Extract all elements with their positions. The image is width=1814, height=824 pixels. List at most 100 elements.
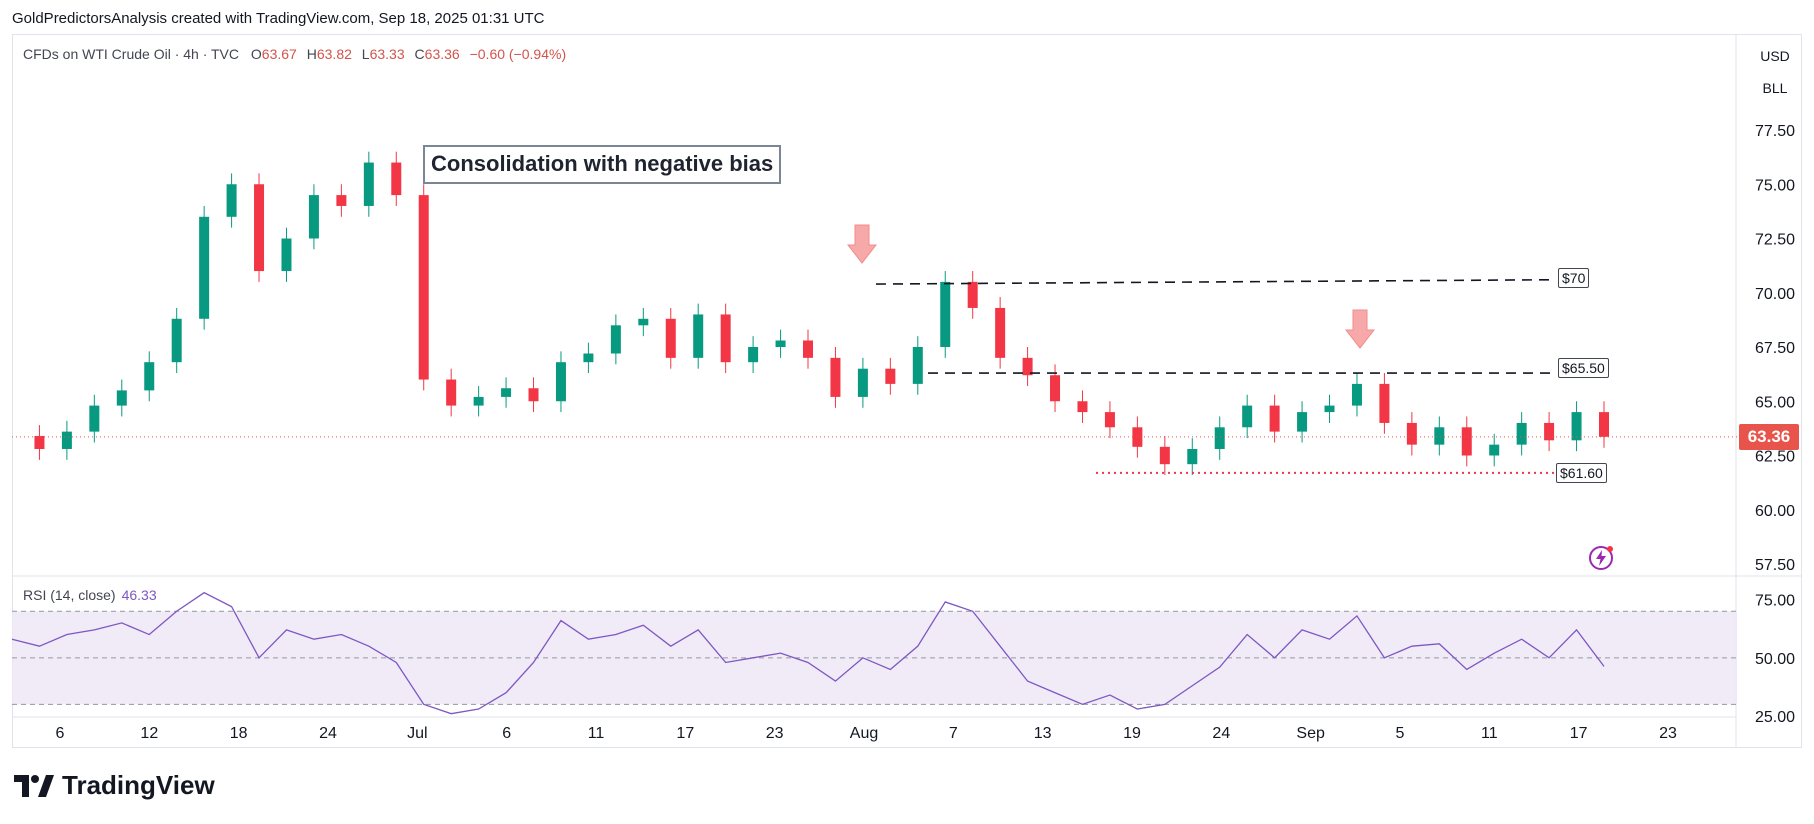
currency-unit[interactable]: USD xyxy=(1760,48,1790,64)
time-axis-tick: 19 xyxy=(1123,725,1141,742)
candle-body xyxy=(281,238,292,272)
candle-body xyxy=(1406,422,1417,445)
time-axis-tick: Aug xyxy=(850,725,878,742)
level-label-6160[interactable]: $61.60 xyxy=(1556,463,1607,483)
candle-body xyxy=(583,353,594,363)
candle-body xyxy=(391,162,402,196)
level-label-6550[interactable]: $65.50 xyxy=(1558,358,1609,378)
candle-body xyxy=(89,405,100,432)
candle-body xyxy=(940,281,951,347)
level-label-70[interactable]: $70 xyxy=(1558,268,1590,288)
time-axis-tick: 11 xyxy=(588,725,605,742)
symbol-label[interactable]: CFDs on WTI Crude Oil · 4h · TVC xyxy=(23,46,240,62)
rsi-band xyxy=(12,611,1737,705)
time-axis-tick: 11 xyxy=(1481,725,1498,742)
chart-frame[interactable] xyxy=(12,34,1802,748)
candle-body xyxy=(1599,412,1609,437)
candle-body xyxy=(418,195,429,380)
rsi-axis-tick: 50.00 xyxy=(1755,651,1795,668)
candle-body xyxy=(995,307,1006,358)
candle-body xyxy=(116,390,127,406)
candle-body xyxy=(34,435,45,449)
candle-body xyxy=(610,325,621,354)
candle-body xyxy=(1050,375,1061,402)
down-arrow-icon xyxy=(846,224,878,264)
candle-body xyxy=(1214,427,1225,449)
rsi-axis-tick: 75.00 xyxy=(1755,593,1795,610)
candle-body xyxy=(336,195,347,206)
tradingview-mark-icon xyxy=(14,774,54,797)
price-axis-tick: 70.00 xyxy=(1755,286,1795,303)
candle-body xyxy=(1571,412,1582,441)
candle-body xyxy=(748,347,759,363)
time-axis-tick: 13 xyxy=(1034,725,1052,742)
candle-body xyxy=(830,357,841,397)
candle-body xyxy=(501,388,512,397)
candle-body xyxy=(1269,405,1280,432)
time-axis-tick: 7 xyxy=(949,725,958,742)
candle-body xyxy=(1159,446,1170,465)
last-price-tag: 63.36 xyxy=(1739,424,1799,450)
attribution-text: GoldPredictorsAnalysis created with Trad… xyxy=(12,10,545,27)
high-value: 63.82 xyxy=(316,46,352,62)
candle-body xyxy=(1022,357,1033,376)
resistance-line-70 xyxy=(875,278,1556,285)
candle-body xyxy=(226,184,237,217)
price-axis-tick: 60.00 xyxy=(1755,503,1795,520)
candle-body xyxy=(473,396,484,406)
candle-body xyxy=(363,162,374,206)
time-axis-tick: 23 xyxy=(1659,725,1677,742)
currency-selector[interactable]: USD BLL xyxy=(1750,40,1800,104)
candle-body xyxy=(144,362,155,391)
lightning-icon[interactable] xyxy=(1588,545,1614,571)
candle-body xyxy=(1489,444,1500,456)
candle-body xyxy=(1324,405,1335,413)
time-axis-tick: 24 xyxy=(1212,725,1230,742)
ohlc-legend: CFDs on WTI Crude Oil · 4h · TVC O63.67 … xyxy=(23,46,566,62)
candle-body xyxy=(912,347,923,384)
low-key: L xyxy=(361,46,370,62)
close-key: C xyxy=(414,46,425,62)
candle-body xyxy=(720,314,731,363)
time-axis-tick: Sep xyxy=(1296,725,1325,742)
rsi-title[interactable]: RSI (14, close) xyxy=(23,587,116,603)
rsi-value: 46.33 xyxy=(121,587,157,603)
price-axis-tick: 77.50 xyxy=(1755,123,1795,140)
candle-body xyxy=(199,216,210,319)
price-axis-tick: 65.00 xyxy=(1755,394,1795,411)
price-axis-tick: 67.50 xyxy=(1755,340,1795,357)
candle-body xyxy=(1132,427,1143,447)
candle-body xyxy=(857,368,868,397)
candle-body xyxy=(967,281,978,308)
currency-measure[interactable]: BLL xyxy=(1762,80,1788,96)
rsi-legend: RSI (14, close) 46.33 xyxy=(23,587,157,603)
high-key: H xyxy=(306,46,317,62)
candle-body xyxy=(1297,412,1308,432)
time-axis-tick: 6 xyxy=(56,725,65,742)
candle-body xyxy=(1461,427,1472,456)
candle-body xyxy=(803,340,813,358)
annotation-text-box[interactable]: Consolidation with negative bias xyxy=(423,145,782,184)
time-axis-tick: Jul xyxy=(407,725,427,742)
tradingview-logo[interactable]: TradingView xyxy=(14,770,215,801)
candle-body xyxy=(254,184,265,272)
time-axis-tick: 23 xyxy=(766,725,784,742)
candle-body xyxy=(1242,405,1253,428)
price-axis-tick: 57.50 xyxy=(1755,557,1795,574)
candle-body xyxy=(775,340,786,347)
time-axis-tick: 17 xyxy=(1570,725,1588,742)
price-axis-tick: 62.50 xyxy=(1755,449,1795,466)
price-axis-tick: 72.50 xyxy=(1755,232,1795,249)
time-axis-tick: 12 xyxy=(140,725,158,742)
candle-body xyxy=(1379,383,1390,423)
rsi-line xyxy=(11,591,1605,715)
change-value: −0.60 (−0.94%) xyxy=(469,46,567,62)
candle-body xyxy=(61,431,72,449)
candle-body xyxy=(1516,422,1527,445)
candle-body xyxy=(1104,412,1115,428)
candle-body xyxy=(665,318,676,358)
rsi-axis-tick: 25.00 xyxy=(1755,709,1795,726)
open-key: O xyxy=(250,46,262,62)
candle-body xyxy=(1544,422,1555,441)
